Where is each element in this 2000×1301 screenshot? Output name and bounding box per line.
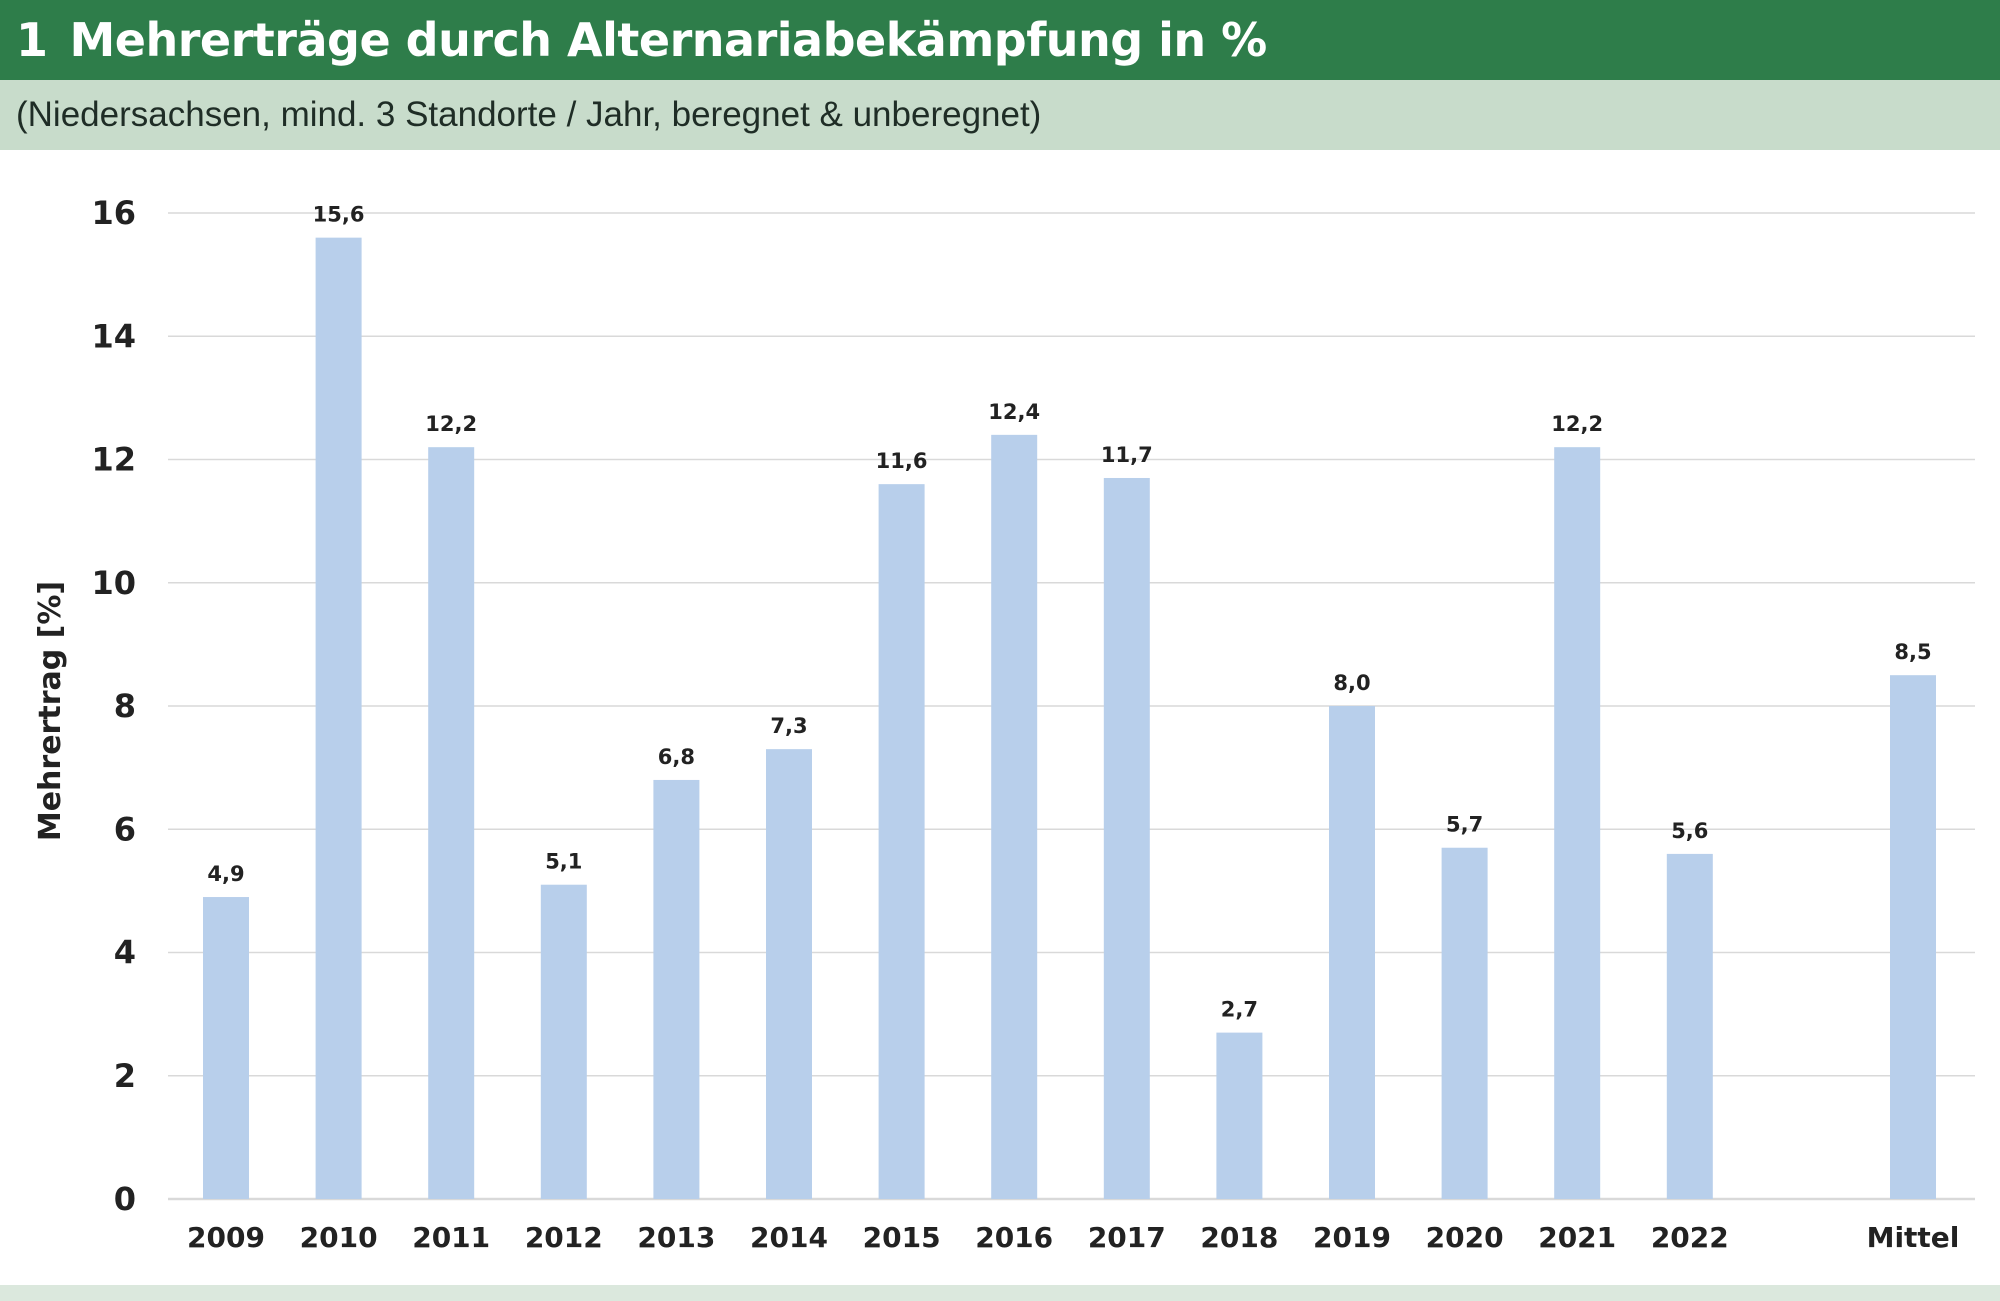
bar <box>1216 1032 1263 1199</box>
x-tick-label: 2019 <box>1313 1221 1391 1254</box>
title-bar: 1 Mehrerträge durch Alternariabekämpfung… <box>0 0 2000 80</box>
x-tick-label: 2014 <box>750 1221 828 1254</box>
y-axis-ticks: 0 2 4 6 8 10 12 14 16 <box>91 194 136 1218</box>
x-tick-label: 2017 <box>1088 1221 1166 1254</box>
y-tick-label: 14 <box>91 317 136 355</box>
x-tick-label: 2015 <box>863 1221 941 1254</box>
bar-value-label: 2,7 <box>1221 998 1258 1022</box>
bar-chart: 0 2 4 6 8 10 12 14 16 4,9 15,6 12,2 5,1 6,8 7,3 11,6 12… <box>33 194 1975 1254</box>
bars <box>203 237 1936 1200</box>
y-tick-label: 4 <box>114 934 136 972</box>
bar <box>315 237 362 1199</box>
bar <box>1890 675 1936 1199</box>
bar-value-label: 5,6 <box>1671 819 1708 843</box>
x-tick-label: 2022 <box>1651 1221 1729 1254</box>
y-tick-label: 12 <box>91 441 136 479</box>
bar <box>653 779 700 1199</box>
bar <box>1666 853 1713 1199</box>
y-tick-label: 16 <box>91 194 136 232</box>
subtitle-bar: (Niedersachsen, mind. 3 Standorte / Jahr… <box>0 80 2000 150</box>
bar-value-label: 15,6 <box>313 203 365 227</box>
bar-value-label: 11,7 <box>1101 443 1153 467</box>
x-tick-label: 2016 <box>975 1221 1053 1254</box>
x-tick-label: 2021 <box>1538 1221 1616 1254</box>
bar-value-label: 7,3 <box>770 714 807 738</box>
bar-value-label: 12,2 <box>1551 412 1603 436</box>
bar-value-labels: 4,9 15,6 12,2 5,1 6,8 7,3 11,6 12,4 11,7 2,7 8,0 5,… <box>207 203 1931 1022</box>
bar-value-label: 8,5 <box>1894 640 1931 664</box>
bar <box>1441 847 1488 1199</box>
x-tick-label: 2012 <box>525 1221 603 1254</box>
bar-value-label: 8,0 <box>1333 671 1370 695</box>
x-axis-ticks: 2009 2010 2011 2012 2013 2014 2015 2016 2017 2018… <box>187 1221 1959 1254</box>
x-tick-label: 2010 <box>300 1221 378 1254</box>
y-axis-label: Mehrertrag [%] <box>33 581 68 841</box>
bar-value-label: 12,4 <box>988 400 1040 424</box>
figure-number: 1 <box>16 13 48 67</box>
chart-subtitle: (Niedersachsen, mind. 3 Standorte / Jahr… <box>16 95 1042 134</box>
bar-value-label: 11,6 <box>876 449 928 473</box>
bar <box>991 434 1038 1200</box>
y-tick-label: 0 <box>114 1180 136 1218</box>
chart-panel: 0 2 4 6 8 10 12 14 16 4,9 15,6 12,2 5,1 6,8 7,3 11,6 12… <box>0 150 2000 1285</box>
y-tick-label: 6 <box>114 810 136 848</box>
bar <box>878 484 925 1199</box>
x-tick-label: 2013 <box>637 1221 715 1254</box>
bar <box>428 447 475 1199</box>
bar-value-label: 12,2 <box>425 412 477 436</box>
bar-value-label: 4,9 <box>207 862 244 886</box>
bar <box>1329 706 1375 1199</box>
bar <box>203 897 249 1199</box>
chart-title: Mehrerträge durch Alternariabekämpfung i… <box>69 13 1268 67</box>
y-tick-label: 8 <box>114 687 136 725</box>
x-tick-label: 2009 <box>187 1221 265 1254</box>
bar-value-label: 5,7 <box>1446 813 1483 837</box>
bar-value-label: 5,1 <box>545 850 582 874</box>
x-tick-label: Mittel <box>1867 1221 1960 1254</box>
y-tick-label: 2 <box>114 1057 136 1095</box>
bar <box>766 749 812 1199</box>
x-tick-label: 2011 <box>412 1221 490 1254</box>
bar-value-label: 6,8 <box>658 745 695 769</box>
x-tick-label: 2018 <box>1200 1221 1278 1254</box>
bottom-strip <box>0 1285 2000 1301</box>
bar <box>1554 447 1601 1199</box>
y-tick-label: 10 <box>91 564 136 602</box>
bar <box>540 884 587 1199</box>
x-tick-label: 2020 <box>1426 1221 1504 1254</box>
bar <box>1103 477 1150 1199</box>
